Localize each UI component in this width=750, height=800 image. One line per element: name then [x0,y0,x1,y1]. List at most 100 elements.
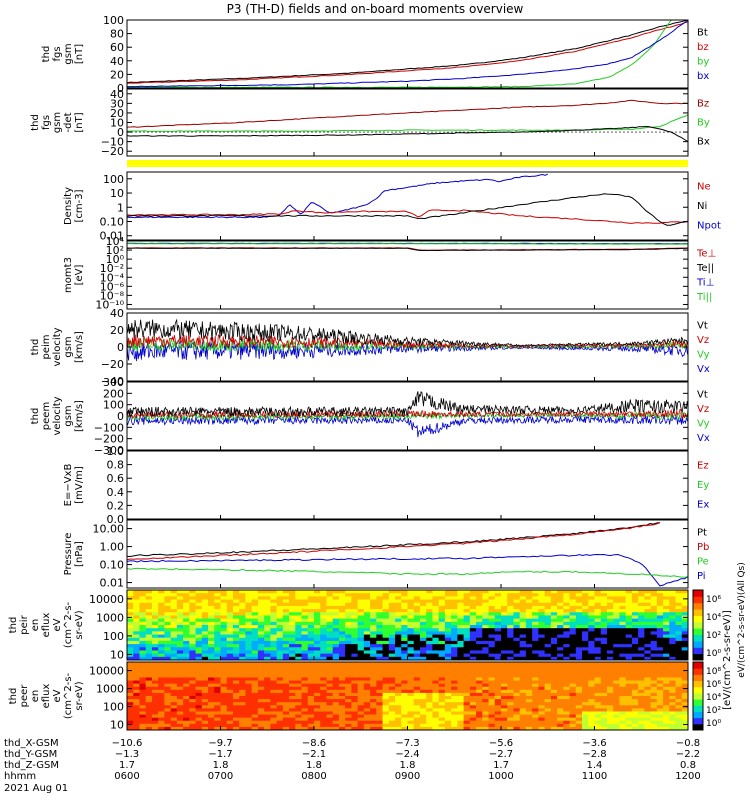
spectrogram-cell [220,668,228,672]
spectrogram-cell [438,656,446,660]
spectrogram-cell [675,593,683,597]
spectrogram-cell [457,605,465,610]
spectrogram-cell [264,631,271,636]
spectrogram-cell [538,602,546,607]
spectrogram-cell [650,656,658,660]
spectrogram-cell [295,668,303,672]
spectrogram-cell [145,634,153,639]
spectrogram-cell [557,692,564,697]
spectrogram-cell [588,668,596,672]
spectrogram-cell [139,671,147,675]
spectrogram-cell [538,605,546,610]
spectrogram-cell [357,714,365,719]
spectrogram-cell [426,618,434,623]
spectrogram-cell [631,699,639,703]
spectrogram-cell [158,599,165,604]
spectrogram-cell [482,711,490,716]
spectrogram-cell [282,640,290,645]
spectrogram-cell [245,705,253,709]
spectrogram-cell [600,618,608,623]
spectrogram-cell [127,683,134,688]
x-tick-label: −0.8 [676,738,700,749]
spectrogram-cell [426,720,434,725]
y-axis-label-line: thd [41,46,52,63]
spectrogram-cell [226,665,234,669]
spectrogram-cell [494,602,502,607]
spectrogram-cell [220,637,228,642]
spectrogram-cell [232,702,240,706]
spectrogram-cell [164,677,172,682]
spectrogram-cell [382,593,390,597]
spectrogram-cell [644,621,652,626]
spectrogram-cell [563,625,571,629]
spectrogram-cell [133,705,141,709]
spectrogram-cell [675,680,683,685]
spectrogram-cell [426,628,434,632]
spectrogram-cell [245,726,253,730]
spectrogram-cell [644,720,652,725]
spectrogram-cell [270,720,278,725]
legend-entry: bz [697,42,709,53]
spectrogram-cell [158,705,165,709]
spectrogram-cell [407,621,415,626]
spectrogram-cell [419,605,427,610]
spectrogram-cell [332,647,340,652]
spectrogram-cell [208,647,215,652]
spectrogram-cell [170,702,178,706]
spectrogram-cell [220,631,228,636]
spectrogram-cell [338,702,346,706]
spectrogram-cell [201,680,209,685]
spectrogram-cell [176,699,184,703]
spectrogram-cell [314,711,321,716]
spectrogram-cell [557,671,564,675]
spectrogram-cell [326,599,334,604]
spectrogram-cell [139,723,147,728]
spectrogram-cell [127,726,134,730]
spectrogram-cell [663,717,670,722]
spectrogram-cell [613,662,621,666]
spectrogram-cell [376,699,384,703]
spectrogram-cell [245,609,253,613]
spectrogram-cell [457,625,465,629]
spectrogram-cell [419,699,427,703]
spectrogram-cell [395,726,402,730]
spectrogram-cell [382,647,390,652]
spectrogram-cell [314,590,321,594]
spectrogram-cell [544,653,552,658]
spectrogram-cell [145,692,153,697]
spectrogram-cell [320,692,328,697]
spectrogram-cell [432,593,440,597]
spectrogram-cell [395,668,402,672]
spectrogram-cell [600,696,608,700]
spectrogram-cell [127,723,134,728]
spectrogram-cell [488,692,496,697]
spectrogram-cell [183,689,190,694]
spectrogram-cell [619,671,627,675]
spectrogram-cell [345,677,352,682]
spectrogram-cell [314,640,321,645]
spectrogram-cell [326,612,334,617]
spectrogram-cell [264,605,271,610]
spectrogram-cell [532,612,539,617]
spectrogram-cell [638,656,645,660]
spectrogram-cell [351,686,359,691]
spectrogram-cell [226,689,234,694]
spectrogram-cell [681,618,688,623]
spectrogram-cell [282,653,290,658]
y-axis-label-line: velocity [52,327,63,366]
spectrogram-cell [307,625,315,629]
spectrogram-cell [232,686,240,691]
spectrogram-cell [594,605,602,610]
spectrogram-cell [189,702,197,706]
spectrogram-cell [301,599,309,604]
spectrogram-cell [513,593,521,597]
spectrogram-cell [351,647,359,652]
spectrogram-cell [575,625,583,629]
spectrogram-cell [538,637,546,642]
spectrogram-cell [644,590,652,594]
spectrogram-cell [600,653,608,658]
spectrogram-cell [594,702,602,706]
spectrogram-cell [164,683,172,688]
spectrogram-cell [145,653,153,658]
